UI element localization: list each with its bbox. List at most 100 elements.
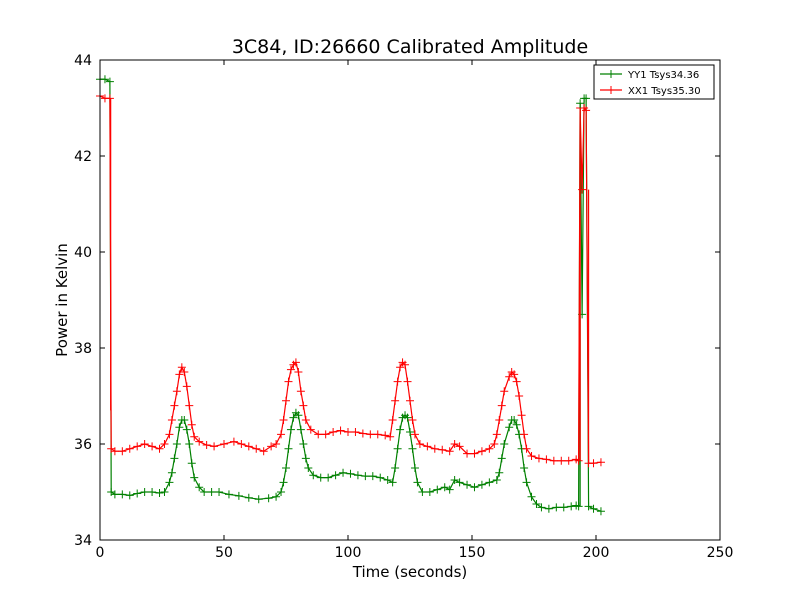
data-point (155, 488, 164, 497)
data-point (401, 360, 410, 369)
data-point (252, 444, 261, 453)
data-point (182, 382, 191, 391)
data-point (294, 411, 303, 420)
data-point (450, 476, 459, 484)
data-point (512, 420, 521, 429)
legend-box (593, 64, 715, 100)
data-point (324, 473, 333, 482)
data-point (358, 429, 367, 438)
data-point (160, 488, 169, 496)
data-point (410, 430, 419, 439)
data-point (423, 442, 432, 451)
data-point (433, 485, 442, 494)
data-point (133, 489, 142, 498)
data-point (406, 428, 414, 436)
data-point (440, 483, 449, 492)
data-point (477, 480, 486, 489)
x-tick-label: 200 (583, 545, 610, 561)
data-point (296, 387, 305, 396)
data-point (282, 464, 290, 472)
data-point (418, 488, 427, 496)
data-point (495, 416, 504, 424)
axes-frame (99, 59, 721, 541)
data-point (497, 401, 506, 410)
data-point (522, 444, 531, 453)
data-point (105, 94, 114, 103)
data-point (445, 485, 454, 494)
data-point (172, 440, 181, 448)
data-point (118, 447, 127, 456)
data-point (497, 454, 506, 463)
data-point (100, 75, 109, 84)
data-point (207, 488, 216, 496)
data-point (582, 106, 591, 115)
data-point (534, 454, 543, 463)
data-point (182, 425, 191, 434)
data-point (316, 473, 325, 482)
data-point (289, 413, 298, 422)
data-point (309, 471, 318, 480)
data-point (383, 476, 392, 484)
data-point (515, 392, 524, 400)
data-point (301, 416, 310, 424)
data-point (578, 185, 587, 194)
data-point (386, 432, 395, 441)
data-point (277, 488, 286, 496)
data-point (284, 377, 293, 386)
data-point (167, 468, 176, 477)
axis-ticks: 0 50 100 150 200 250 34 36 38 40 42 44 (74, 53, 733, 561)
data-point (155, 444, 164, 453)
data-point (296, 425, 305, 434)
data-point (408, 444, 417, 453)
data-point (527, 492, 536, 501)
data-point (381, 431, 390, 440)
data-point (425, 488, 434, 496)
x-tick-label: 250 (707, 545, 734, 561)
x-tick-label: 100 (335, 545, 362, 561)
data-point (279, 478, 288, 487)
data-point (557, 456, 566, 465)
data-point (527, 452, 536, 460)
data-point (272, 492, 281, 501)
data-point (574, 502, 583, 511)
data-point (510, 416, 519, 424)
data-point (286, 365, 295, 374)
data-point (200, 488, 209, 496)
legend: YY1 Tsys34.36 XX1 Tsys35.30 (593, 64, 715, 100)
data-point (282, 396, 290, 405)
data-point (537, 503, 546, 512)
data-point (403, 377, 412, 386)
data-point (463, 449, 472, 458)
data-point (301, 454, 310, 463)
y-axis-label: Power in Kelvin (53, 243, 71, 357)
data-point (185, 401, 194, 410)
data-point (552, 503, 561, 512)
data-point (229, 437, 238, 446)
data-point (470, 483, 479, 492)
data-point (584, 502, 593, 511)
data-point (445, 447, 454, 456)
data-point (520, 430, 529, 439)
data-point (167, 416, 176, 424)
data-point (376, 473, 385, 482)
data-point (299, 440, 308, 448)
legend-label: XX1 Tsys35.30 (628, 86, 701, 97)
data-point (148, 442, 157, 451)
data-point (403, 413, 412, 422)
data-point (520, 464, 529, 472)
data-point (279, 416, 288, 424)
data-point (393, 444, 402, 453)
data-point (185, 440, 194, 448)
data-point (180, 368, 189, 376)
data-point (485, 478, 494, 487)
data-point (284, 444, 293, 453)
data-point (346, 469, 355, 478)
data-point (351, 428, 360, 436)
data-point (237, 440, 246, 448)
data-point (339, 468, 348, 477)
data-point (567, 502, 576, 511)
data-point (215, 488, 224, 496)
data-point (490, 440, 499, 448)
data-point (175, 370, 184, 379)
